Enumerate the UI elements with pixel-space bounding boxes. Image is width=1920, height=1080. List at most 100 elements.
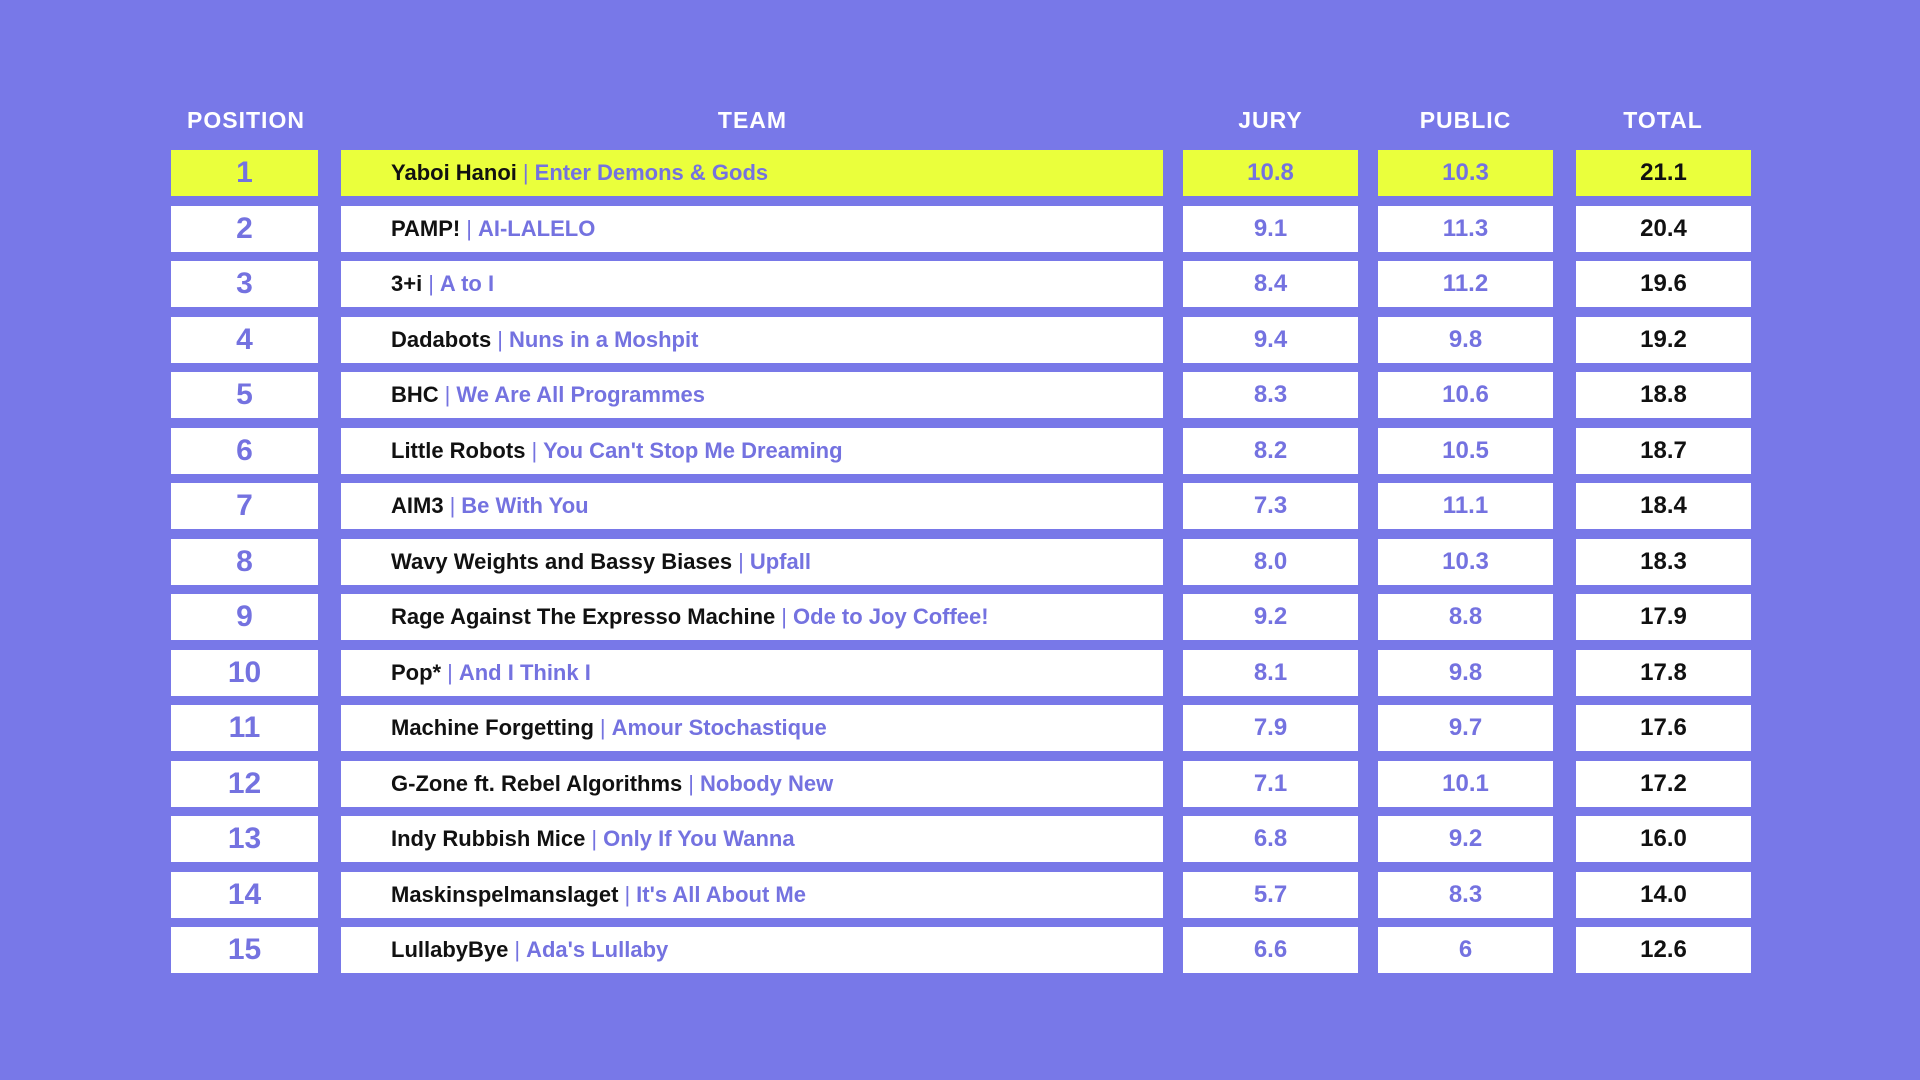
total-score: 16.0: [1576, 816, 1751, 862]
total-score: 20.4: [1576, 206, 1751, 252]
separator: |: [688, 771, 695, 796]
position-cell: 14: [171, 872, 318, 918]
separator: |: [781, 604, 788, 629]
table-row: 1 Yaboi Hanoi | Enter Demons & Gods 10.8 10.3…: [0, 150, 1920, 196]
team-name: 3+i: [391, 271, 423, 296]
position-cell: 10: [171, 650, 318, 696]
public-score: 11.1: [1378, 483, 1553, 529]
team-cell: LullabyBye | Ada's Lullaby: [341, 927, 1163, 973]
total-score: 17.6: [1576, 705, 1751, 751]
position-cell: 8: [171, 539, 318, 585]
song-title: Only If You Wanna: [603, 826, 795, 851]
team-name: PAMP!: [391, 216, 461, 241]
jury-score: 8.2: [1183, 428, 1358, 474]
header-jury: JURY: [1238, 107, 1303, 133]
jury-score: 7.1: [1183, 761, 1358, 807]
public-score: 10.3: [1378, 150, 1553, 196]
position-cell: 4: [171, 317, 318, 363]
jury-score: 10.8: [1183, 150, 1358, 196]
table-row: 4 Dadabots | Nuns in a Moshpit 9.4 9.8 19.2: [0, 317, 1920, 363]
song-title: Nobody New: [700, 771, 834, 796]
song-title: We Are All Programmes: [456, 382, 705, 407]
table-row: 12 G-Zone ft. Rebel Algorithms | Nobody New…: [0, 761, 1920, 807]
jury-score: 9.2: [1183, 594, 1358, 640]
total-score: 18.7: [1576, 428, 1751, 474]
total-score: 18.8: [1576, 372, 1751, 418]
public-score: 11.3: [1378, 206, 1553, 252]
public-score: 10.3: [1378, 539, 1553, 585]
position-cell: 15: [171, 927, 318, 973]
separator: |: [444, 382, 451, 407]
team-cell: Dadabots | Nuns in a Moshpit: [341, 317, 1163, 363]
song-title: Be With You: [461, 493, 589, 518]
song-title: Nuns in a Moshpit: [508, 327, 699, 352]
song-title: Upfall: [749, 549, 811, 574]
public-score: 8.3: [1378, 872, 1553, 918]
team-cell: 3+i | A to I: [341, 261, 1163, 307]
song-title: A to I: [439, 271, 495, 296]
total-score: 17.9: [1576, 594, 1751, 640]
public-score: 10.6: [1378, 372, 1553, 418]
song-title: And I Think I: [458, 660, 591, 685]
position-cell: 13: [171, 816, 318, 862]
separator: |: [531, 438, 538, 463]
total-score: 17.8: [1576, 650, 1751, 696]
separator: |: [447, 660, 453, 685]
table-row: 3 3+i | A to I 8.4 11.2 19.6: [0, 261, 1920, 307]
team-cell: Yaboi Hanoi | Enter Demons & Gods: [341, 150, 1163, 196]
team-cell: Rage Against The Expresso Machine | Ode to…: [341, 594, 1163, 640]
total-score: 18.4: [1576, 483, 1751, 529]
position-cell: 12: [171, 761, 318, 807]
table-header: POSITION TEAM JURY PUBLIC TOTAL: [0, 100, 1920, 140]
header-team: TEAM: [717, 107, 788, 133]
total-score: 12.6: [1576, 927, 1751, 973]
team-cell: AIM3 | Be With You: [341, 483, 1163, 529]
position-cell: 6: [171, 428, 318, 474]
table-row: 9 Rage Against The Expresso Machine | Ode t…: [0, 594, 1920, 640]
team-name: Yaboi Hanoi: [391, 160, 517, 185]
public-score: 10.1: [1378, 761, 1553, 807]
team-cell: Indy Rubbish Mice | Only If You Wanna: [341, 816, 1163, 862]
position-cell: 5: [171, 372, 318, 418]
song-title: Ada's Lullaby: [526, 937, 669, 962]
song-title: Amour Stochastique: [611, 715, 827, 740]
team-name: BHC: [391, 382, 439, 407]
jury-score: 8.4: [1183, 261, 1358, 307]
team-cell: Machine Forgetting | Amour Stochastique: [341, 705, 1163, 751]
song-title: Ode to Joy Coffee!: [793, 604, 989, 629]
team-name: G-Zone ft. Rebel Algorithms: [391, 771, 683, 796]
team-cell: G-Zone ft. Rebel Algorithms | Nobody New: [341, 761, 1163, 807]
total-score: 19.6: [1576, 261, 1751, 307]
total-score: 19.2: [1576, 317, 1751, 363]
header-public: PUBLIC: [1419, 107, 1512, 133]
team-name: Indy Rubbish Mice: [391, 826, 586, 851]
public-score: 9.2: [1378, 816, 1553, 862]
song-title: AI-LALELO: [477, 216, 596, 241]
position-cell: 7: [171, 483, 318, 529]
separator: |: [591, 826, 598, 851]
table-row: 14 Maskinspelmanslaget | It's All About Me 5…: [0, 872, 1920, 918]
position-cell: 2: [171, 206, 318, 252]
song-title: Enter Demons & Gods: [534, 160, 769, 185]
team-name: Rage Against The Expresso Machine: [391, 604, 776, 629]
position-cell: 1: [171, 150, 318, 196]
team-cell: Pop* | And I Think I: [341, 650, 1163, 696]
jury-score: 7.3: [1183, 483, 1358, 529]
jury-score: 5.7: [1183, 872, 1358, 918]
separator: |: [624, 882, 631, 907]
song-title: It's All About Me: [636, 882, 806, 907]
team-name: Maskinspelmanslaget: [391, 882, 619, 907]
separator: |: [449, 493, 456, 518]
song-title: You Can't Stop Me Dreaming: [543, 438, 843, 463]
jury-score: 8.3: [1183, 372, 1358, 418]
table-row: 8 Wavy Weights and Bassy Biases | Upfall 8.0…: [0, 539, 1920, 585]
team-name: Little Robots: [391, 438, 526, 463]
jury-score: 9.1: [1183, 206, 1358, 252]
jury-score: 8.1: [1183, 650, 1358, 696]
header-total: TOTAL: [1623, 107, 1703, 133]
separator: |: [428, 271, 434, 296]
table-row: 2 PAMP! | AI-LALELO 9.1 11.3 20.4: [0, 206, 1920, 252]
total-score: 14.0: [1576, 872, 1751, 918]
team-cell: Maskinspelmanslaget | It's All About Me: [341, 872, 1163, 918]
jury-score: 9.4: [1183, 317, 1358, 363]
